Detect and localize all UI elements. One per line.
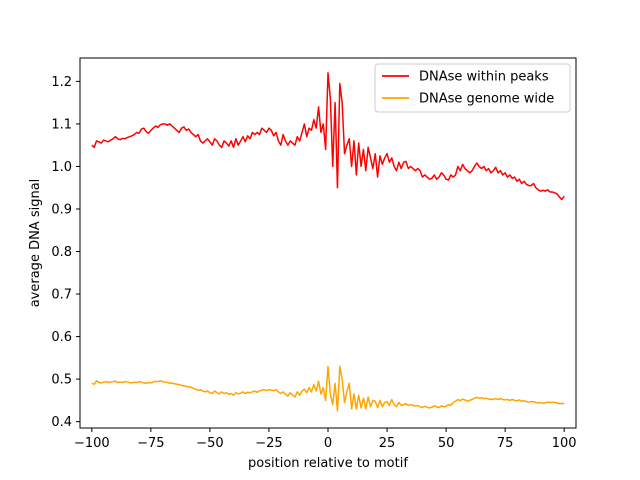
x-axis-ticks: −100 −75 −50 −25 0 25 50 75 100 [74,428,577,451]
x-tick-label: 0 [324,436,332,451]
y-tick-label: 0.7 [51,288,72,303]
y-tick-label: 0.6 [51,330,72,345]
legend-label: DNAse genome wide [419,92,554,107]
y-tick-label: 1.2 [51,75,72,90]
x-tick-label: −25 [255,436,282,451]
legend: DNAse within peaks DNAse genome wide [374,63,571,113]
series-line-2 [91,365,565,412]
x-tick-label: 75 [497,436,514,451]
y-axis-title: average DNA signal [28,179,43,308]
x-tick-label: −75 [137,436,164,451]
legend-label: DNAse within peaks [419,70,549,85]
y-tick-label: 1.0 [51,160,72,175]
series-line-1 [91,72,565,201]
x-axis-title: position relative to motif [248,456,408,471]
y-tick-label: 0.4 [51,415,72,430]
y-tick-label: 0.8 [51,245,72,260]
x-tick-label: −50 [196,436,223,451]
x-tick-label: 25 [379,436,396,451]
x-tick-label: 100 [552,436,577,451]
legend-box [374,63,571,113]
x-tick-label: −100 [74,436,110,451]
y-tick-label: 1.1 [51,117,72,132]
y-tick-label: 0.9 [51,202,72,217]
plot-lines [91,72,565,412]
y-tick-label: 0.5 [51,373,72,388]
x-tick-label: 50 [438,436,455,451]
y-axis-ticks: 0.4 0.5 0.6 0.7 0.8 0.9 1.0 1.1 1.2 [51,75,80,430]
